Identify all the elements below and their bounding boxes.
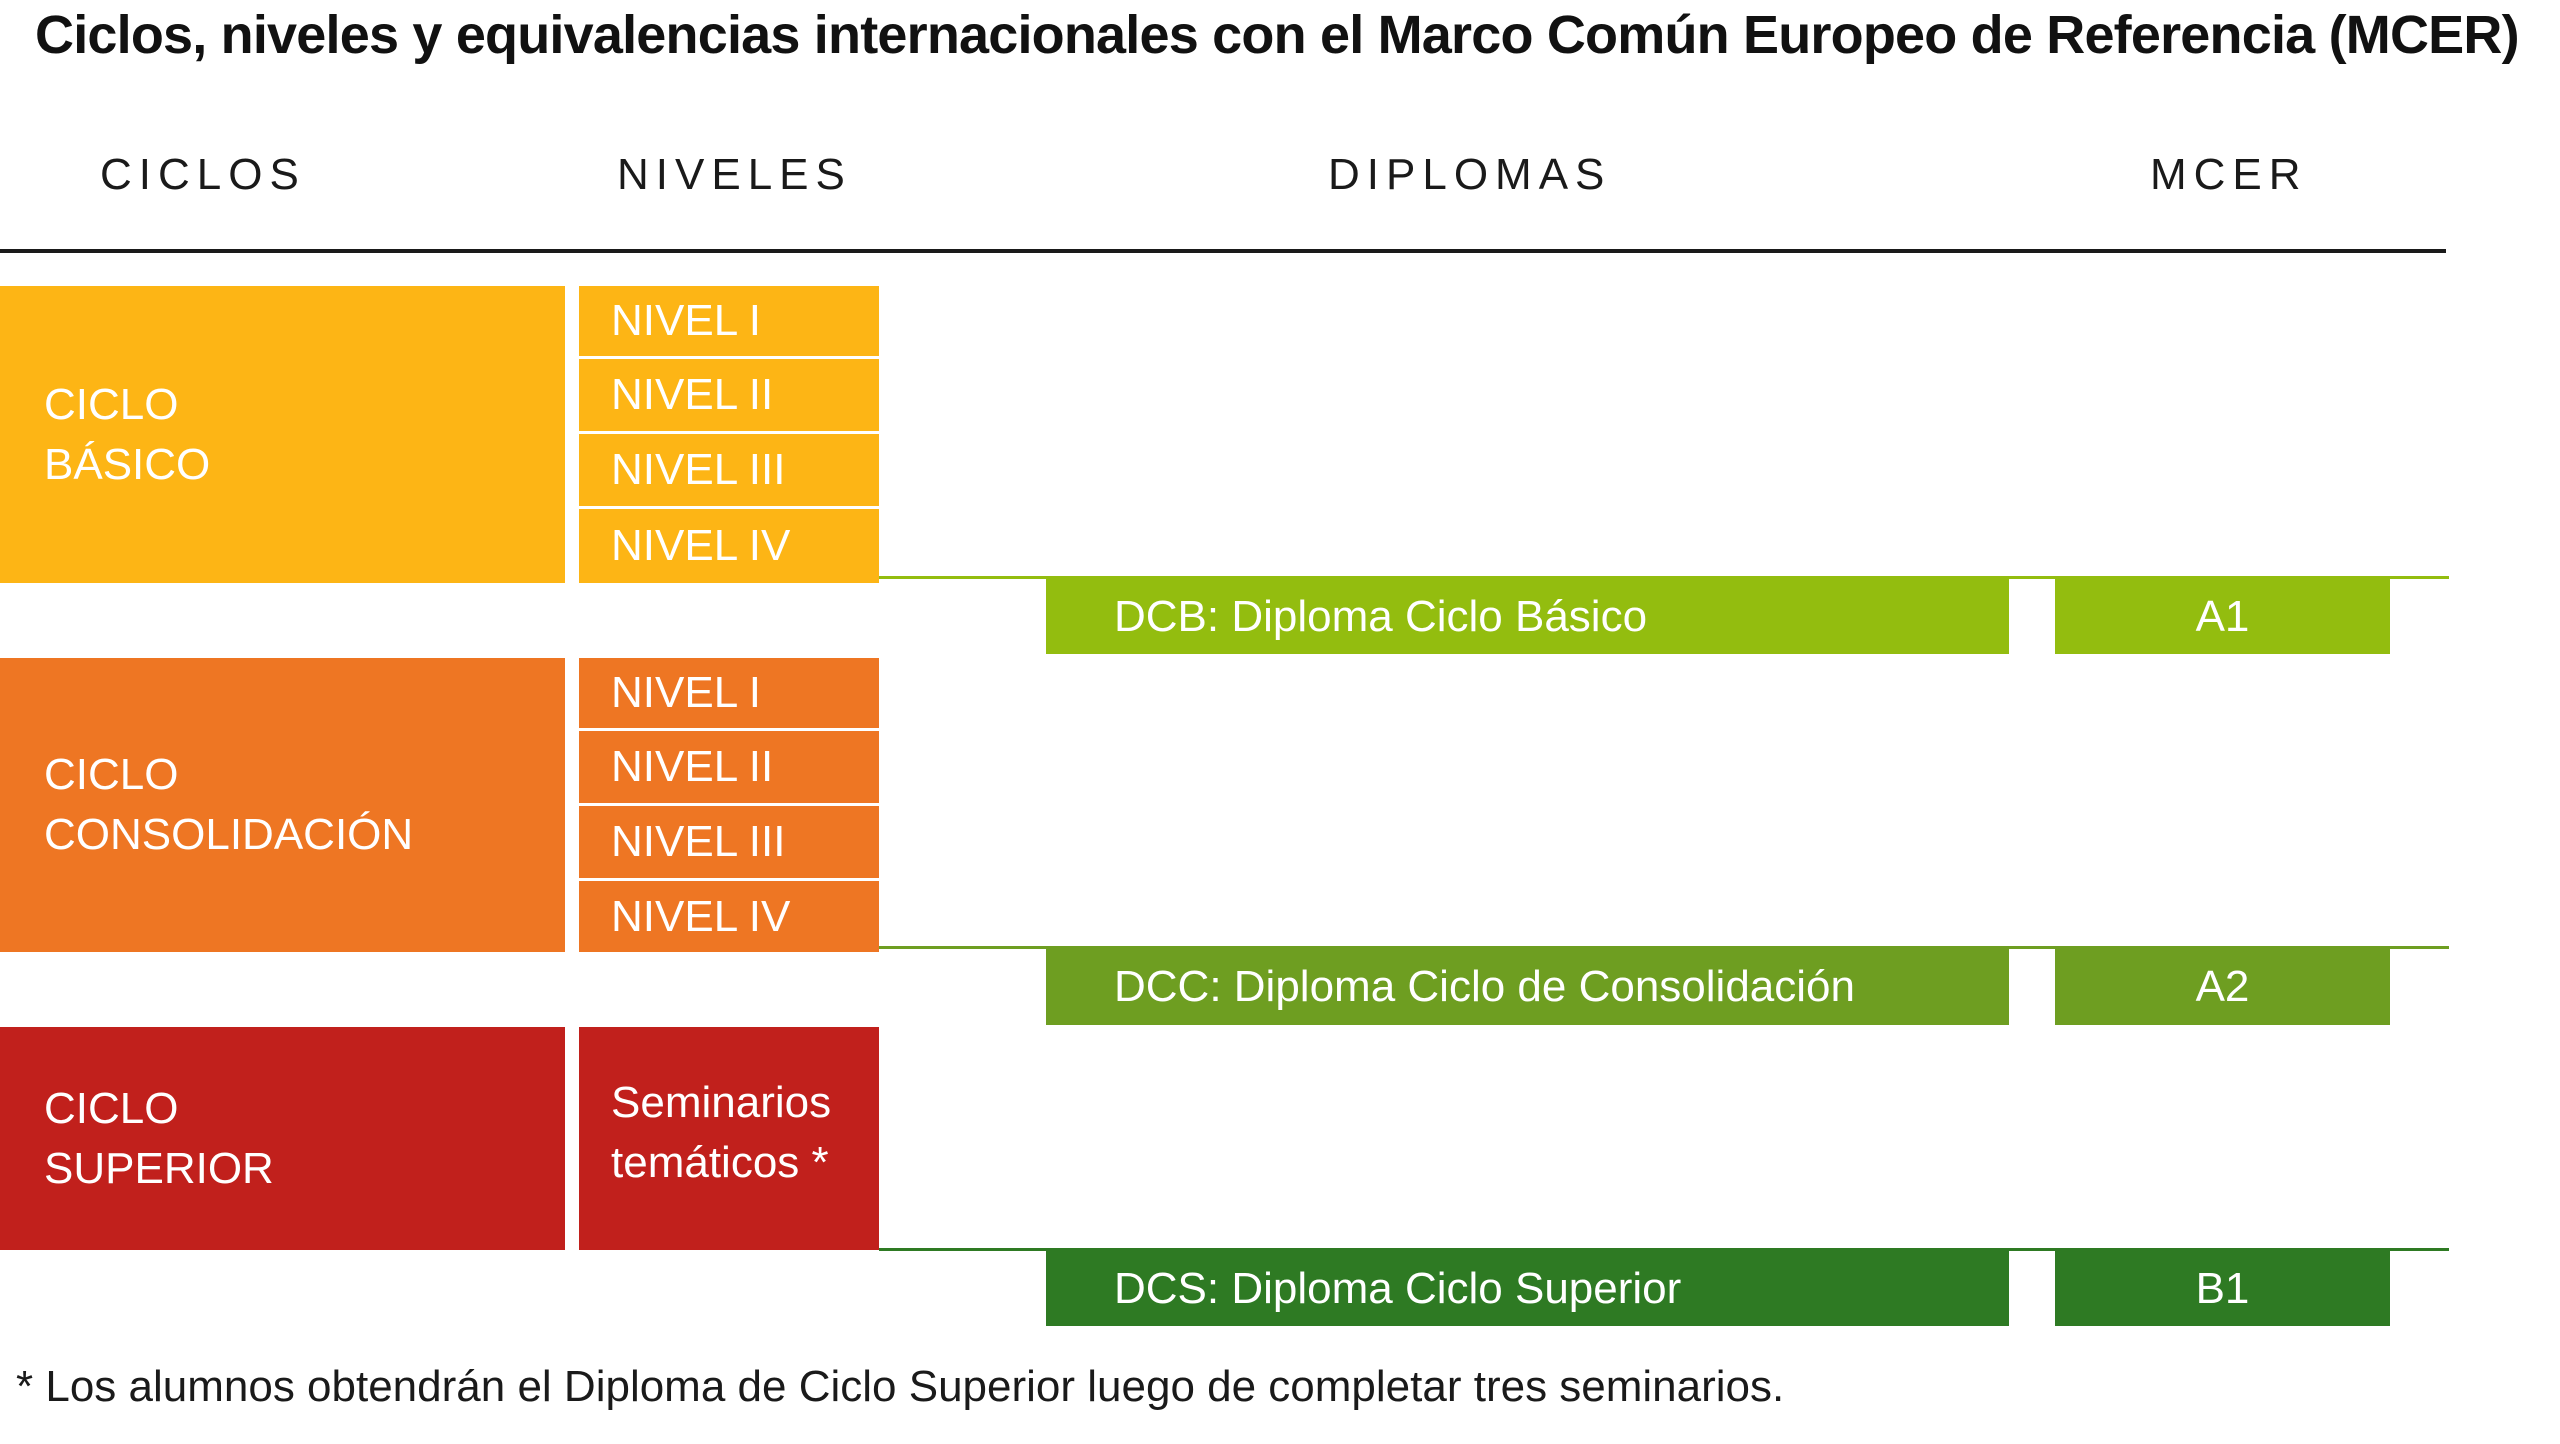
cycle-superior-line2: SUPERIOR [44,1143,274,1193]
diploma-dcc: DCC: Diploma Ciclo de Consolidación [1046,949,2009,1025]
page-title: Ciclos, niveles y equivalencias internac… [35,5,2520,65]
cycle-consolidacion-line2: CONSOLIDACIÓN [44,810,414,859]
level-basico-1: NIVEL I [579,286,879,356]
header-rule [0,249,2446,253]
header-diplomas: DIPLOMAS [1328,150,1612,199]
header-niveles: NIVELES [617,150,852,199]
header-mcer: MCER [2150,150,2308,199]
mcer-a1: A1 [2055,579,2390,654]
seminarios-line2: temáticos * [611,1138,829,1187]
level-superior-seminarios: Seminarios temáticos * [579,1027,879,1250]
header-ciclos: CICLOS [100,150,306,199]
diploma-dcs: DCS: Diploma Ciclo Superior [1046,1251,2009,1326]
level-basico-2: NIVEL II [579,359,879,431]
level-basico-3: NIVEL III [579,434,879,506]
level-consolidacion-2: NIVEL II [579,731,879,803]
level-consolidacion-3: NIVEL III [579,806,879,878]
cycle-basico-line2: BÁSICO [44,439,211,489]
cycle-superior-line1: CICLO [44,1083,179,1133]
cycle-superior: CICLO SUPERIOR [0,1027,565,1250]
cycle-basico: CICLO BÁSICO [0,286,565,583]
superior-divider-line [879,1248,2449,1251]
diploma-dcb: DCB: Diploma Ciclo Básico [1046,579,2009,654]
seminarios-line1: Seminarios [611,1078,832,1127]
level-consolidacion-4: NIVEL IV [579,881,879,952]
mcer-b1: B1 [2055,1251,2390,1326]
cycle-consolidacion-line1: CICLO [44,750,179,799]
mcer-a2: A2 [2055,949,2390,1025]
cycle-basico-line1: CICLO [44,379,179,429]
footnote: * Los alumnos obtendrán el Diploma de Ci… [16,1362,1785,1411]
cycle-consolidacion: CICLO CONSOLIDACIÓN [0,658,565,952]
basico-divider-line [879,576,2449,579]
level-basico-4: NIVEL IV [579,509,879,583]
consolidacion-divider-line [879,946,2449,949]
level-consolidacion-1: NIVEL I [579,658,879,728]
